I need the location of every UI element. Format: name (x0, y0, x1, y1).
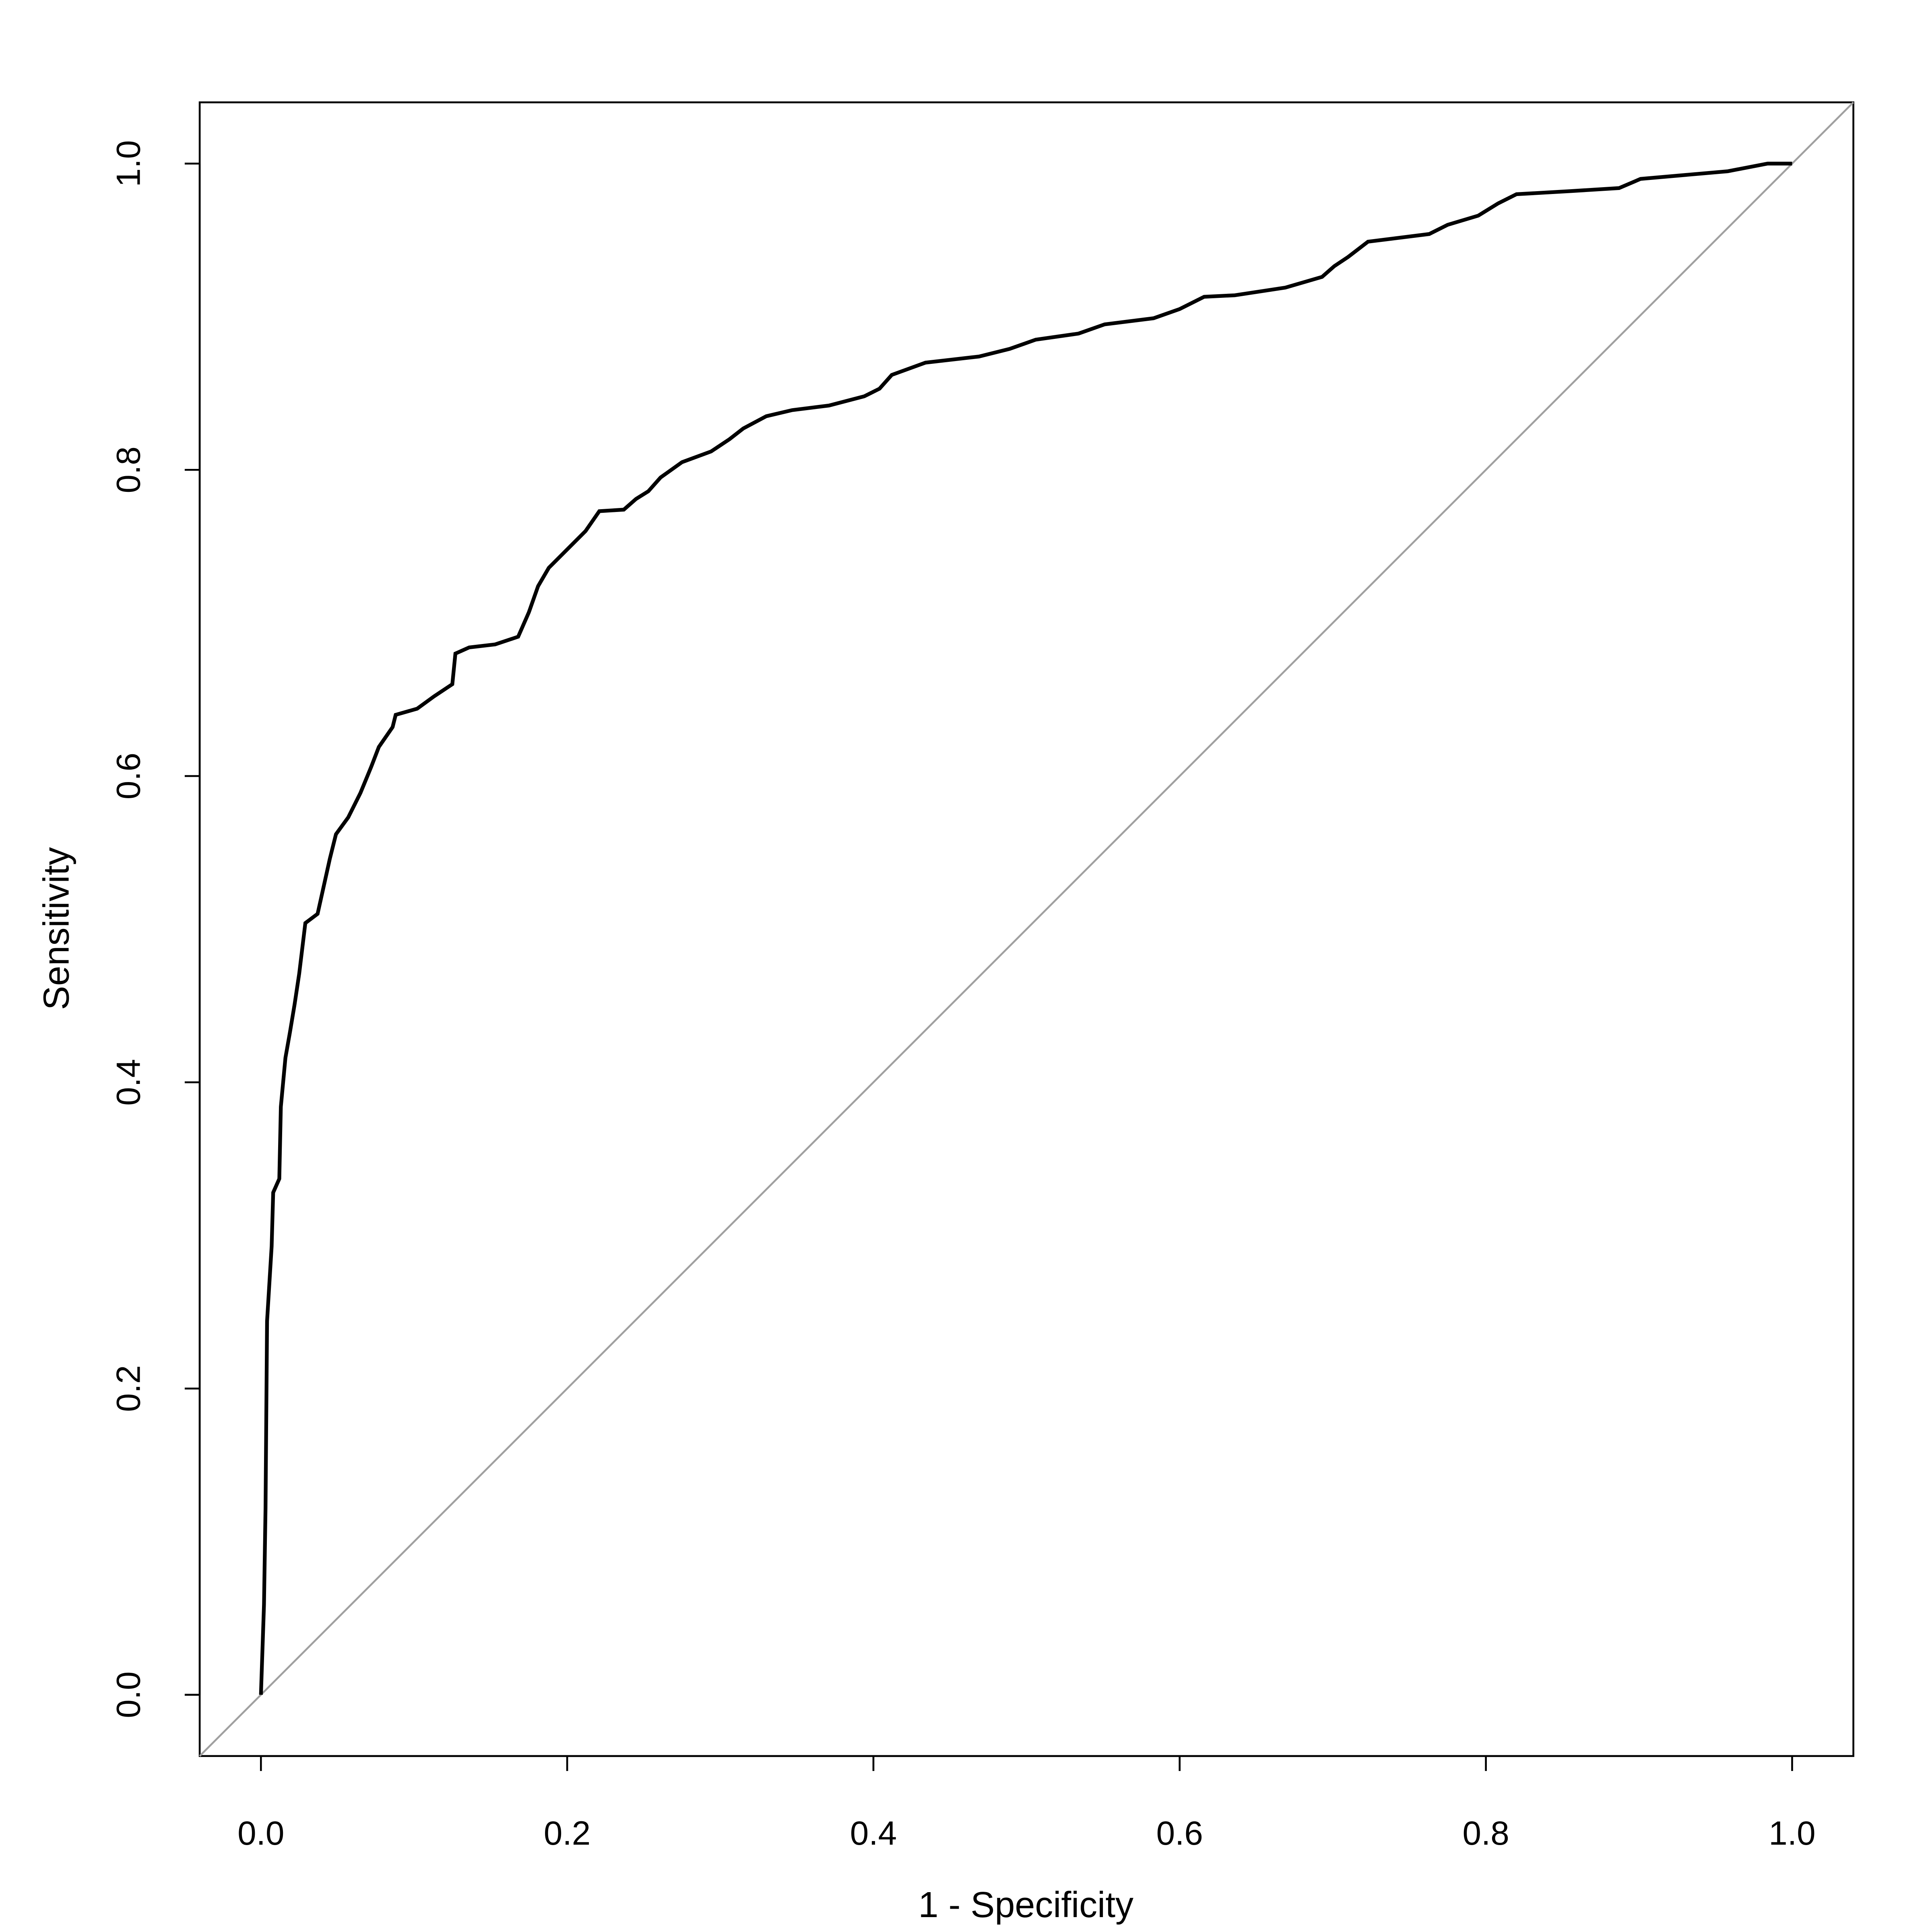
x-tick-label: 0.6 (1156, 1814, 1203, 1852)
y-tick-label: 0.8 (109, 446, 147, 493)
roc-curve (259, 161, 1792, 1695)
y-tick-label: 0.0 (109, 1671, 147, 1718)
x-tick-label: 0.0 (237, 1814, 284, 1852)
y-tick-label: 0.2 (109, 1365, 147, 1412)
x-tick-label: 0.2 (544, 1814, 590, 1852)
y-tick-label: 0.4 (109, 1059, 147, 1106)
x-tick-label: 0.4 (850, 1814, 897, 1852)
x-tick-label: 1.0 (1769, 1814, 1815, 1852)
x-tick-label: 0.8 (1462, 1814, 1509, 1852)
x-axis-label: 1 - Specificity (919, 1885, 1134, 1925)
y-tick-label: 1.0 (109, 140, 147, 187)
reference-line (199, 101, 1854, 1757)
y-axis-label: Sensitivity (37, 847, 77, 1010)
y-tick-label: 0.6 (109, 753, 147, 799)
